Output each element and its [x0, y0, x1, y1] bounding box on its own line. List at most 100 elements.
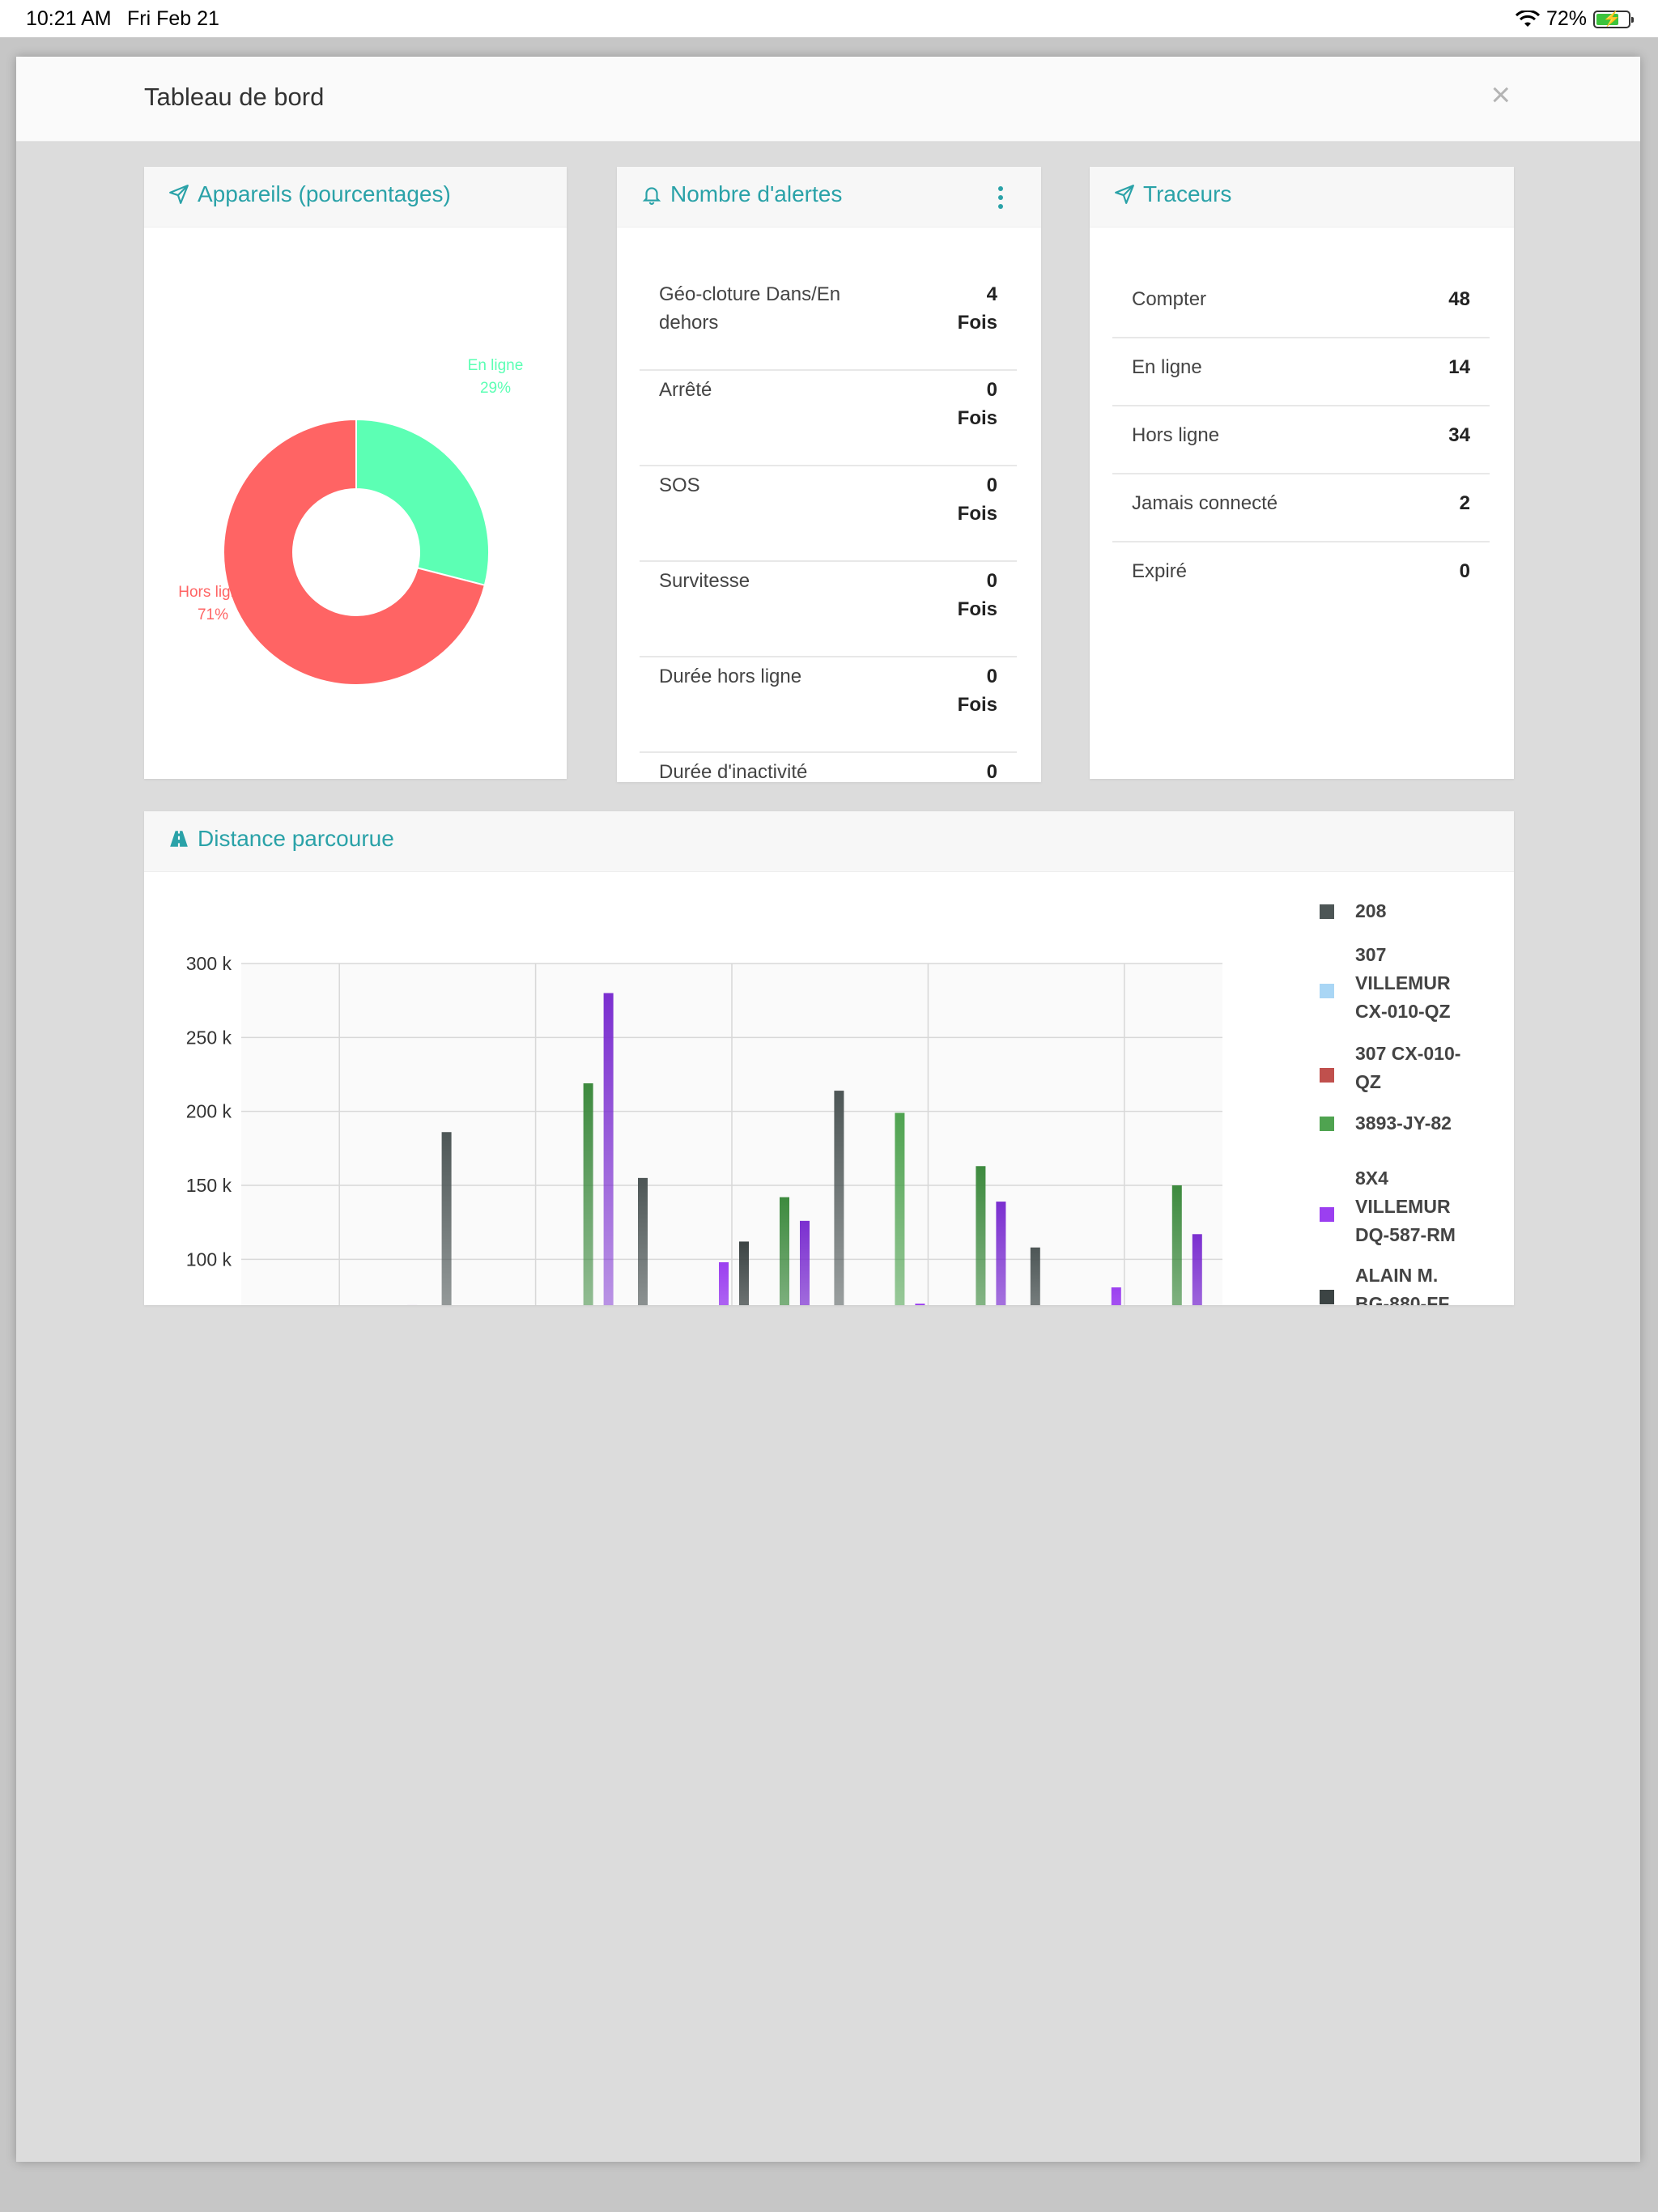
legend-label: 307 VILLEMUR CX-010-QZ — [1355, 944, 1451, 1022]
bar[interactable] — [895, 1112, 905, 1305]
bar[interactable] — [441, 1132, 452, 1305]
alert-count-unit: Fois — [957, 598, 997, 620]
legend-item[interactable]: ALAIN M. BG-880-FF — [1320, 1261, 1469, 1305]
trackers-card-header: Traceurs — [1090, 167, 1514, 228]
devices-card-header: Appareils (pourcentages) — [144, 167, 567, 228]
alert-count-unit: Fois — [957, 503, 997, 525]
alert-label: Durée hors ligne — [659, 662, 801, 691]
wifi-icon — [1515, 10, 1540, 27]
tracker-value: 34 — [1448, 424, 1470, 446]
alert-row: Durée d'inactivité 0 — [640, 751, 1017, 782]
alert-row: SOS 0 Fois — [640, 465, 1017, 562]
tracker-label: Expiré — [1132, 560, 1188, 582]
status-bar: 10:21 AM Fri Feb 21 72% ⚡ — [0, 0, 1658, 37]
legend-label: 208 — [1355, 900, 1387, 921]
distance-card-title-text: Distance parcourue — [198, 826, 394, 851]
dashboard-modal: Tableau de bord × Appareils (pourcentage… — [16, 57, 1640, 2162]
y-tick-label: 150 k — [186, 1175, 232, 1196]
y-tick-label: 100 k — [186, 1249, 232, 1270]
tracker-value: 0 — [1459, 560, 1470, 582]
bar[interactable] — [1030, 1247, 1040, 1305]
bar[interactable] — [800, 1220, 810, 1305]
alert-count: 0 Fois — [958, 567, 997, 623]
alerts-card-title-text: Nombre d'alertes — [670, 181, 843, 206]
legend-item[interactable]: 307 CX-010-QZ — [1320, 1040, 1469, 1096]
status-right: 72% ⚡ — [1515, 7, 1634, 31]
alert-count-value: 0 — [986, 570, 997, 592]
tracker-value: 14 — [1448, 356, 1470, 378]
alert-count: 4 Fois — [958, 280, 997, 337]
legend-swatch — [1320, 904, 1334, 919]
bar[interactable] — [583, 1083, 593, 1305]
battery-icon: ⚡ — [1593, 10, 1634, 28]
bar[interactable] — [603, 993, 614, 1305]
bar[interactable] — [996, 1202, 1006, 1305]
alert-row: Durée hors ligne 0 Fois — [640, 656, 1017, 753]
alert-label-line1: Durée hors ligne — [659, 666, 802, 687]
trackers-card: Traceurs Compter 48 En ligne 14 Hors ligne 34… — [1090, 167, 1514, 779]
legend-label: 3893-JY-82 — [1355, 1112, 1452, 1134]
bar[interactable] — [719, 1261, 729, 1305]
bar[interactable] — [915, 1304, 925, 1305]
tracker-value: 2 — [1459, 492, 1470, 514]
offline-label-text: Hors ligne — [178, 584, 248, 601]
online-label: En ligne 29% — [455, 355, 536, 400]
bar[interactable] — [739, 1241, 749, 1305]
legend-swatch — [1320, 1116, 1334, 1131]
legend-label: ALAIN M. BG-880-FF — [1355, 1265, 1450, 1305]
tracker-label: En ligne — [1132, 356, 1202, 378]
bar[interactable] — [1192, 1234, 1202, 1305]
alert-row: Géo-cloture Dans/En dehors 4 Fois — [640, 274, 1017, 371]
bar[interactable] — [1171, 1185, 1182, 1305]
offline-label: Hors ligne 71% — [168, 581, 257, 627]
bar[interactable] — [834, 1091, 844, 1305]
devices-card-title: Appareils (pourcentages) — [168, 181, 451, 207]
alert-count-value: 4 — [986, 283, 997, 305]
tracker-value: 48 — [1448, 288, 1470, 310]
alert-count-value: 0 — [986, 474, 997, 496]
online-slice[interactable] — [355, 418, 490, 587]
y-tick-label: 200 k — [186, 1101, 232, 1122]
alert-label: Survitesse — [659, 567, 750, 595]
bar[interactable] — [1111, 1287, 1121, 1305]
alert-label-line1: Survitesse — [659, 570, 750, 592]
offline-pct: 71% — [197, 606, 229, 623]
modal-header: Tableau de bord × — [16, 57, 1640, 142]
battery-percent: 72% — [1545, 7, 1587, 30]
alert-count-value: 0 — [986, 379, 997, 401]
bar[interactable] — [780, 1197, 789, 1305]
tracker-label: Compter — [1132, 288, 1207, 310]
status-time: 10:21 AM — [26, 7, 112, 30]
legend-label: 307 CX-010-QZ — [1355, 1043, 1461, 1092]
send-icon — [169, 185, 189, 204]
alert-label-line1: Géo-cloture Dans/En — [659, 283, 841, 305]
distance-card-title: Distance parcourue — [168, 826, 394, 852]
legend-item[interactable]: 8X4 VILLEMUR DQ-587-RM — [1320, 1164, 1469, 1249]
alerts-card-header: Nombre d'alertes — [617, 167, 1041, 228]
bar[interactable] — [976, 1166, 986, 1305]
legend-swatch — [1320, 1068, 1334, 1083]
tracker-row: Hors ligne 34 — [1112, 405, 1490, 474]
close-icon[interactable]: × — [1490, 75, 1511, 113]
offline-slice[interactable] — [223, 418, 487, 686]
legend-swatch — [1320, 1290, 1334, 1304]
tracker-label: Hors ligne — [1132, 424, 1220, 446]
legend-item[interactable]: 3893-JY-82 — [1320, 1109, 1469, 1138]
legend-swatch — [1320, 1206, 1334, 1222]
devices-card-title-text: Appareils (pourcentages) — [198, 181, 451, 206]
alert-count-unit: Fois — [957, 407, 997, 429]
alert-count: 0 Fois — [958, 376, 997, 432]
legend-item[interactable]: 307 VILLEMUR CX-010-QZ — [1320, 941, 1469, 1026]
alerts-card: Nombre d'alertes Géo-cloture Dans/En deho… — [617, 167, 1041, 782]
tracker-row: Jamais connecté 2 — [1112, 473, 1490, 542]
bar[interactable] — [638, 1177, 648, 1305]
alert-row: Arrêté 0 Fois — [640, 369, 1017, 466]
more-options-icon[interactable] — [997, 186, 1004, 211]
y-tick-label: 300 k — [186, 953, 232, 974]
alert-count-unit: Fois — [957, 694, 997, 716]
alert-label-line1: Durée d'inactivité — [659, 761, 808, 782]
send-icon — [1115, 185, 1134, 204]
legend-item[interactable]: 208 — [1320, 897, 1469, 925]
